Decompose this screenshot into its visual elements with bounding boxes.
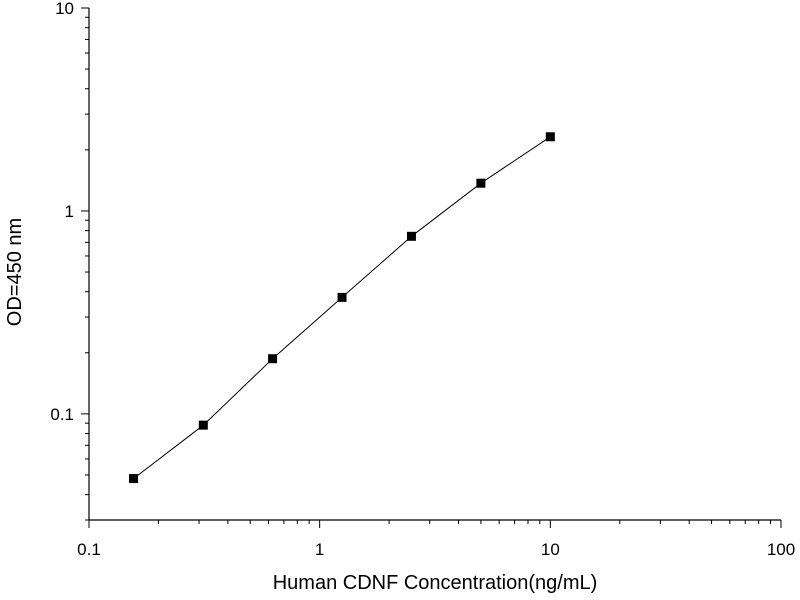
series-line-group (133, 136, 551, 479)
y-tick-label: 0.1 (50, 405, 74, 424)
data-point-marker (268, 354, 278, 364)
x-tick-label: 1 (315, 540, 324, 559)
x-tick-label: 10 (541, 540, 560, 559)
y-tick-label: 1 (65, 202, 74, 221)
x-axis-title: Human CDNF Concentration(ng/mL) (273, 572, 598, 594)
axis-ticks (81, 7, 782, 528)
data-point-marker (476, 178, 486, 188)
data-point-marker (129, 474, 139, 484)
data-point-marker (337, 292, 347, 302)
data-point-marker (545, 132, 555, 142)
x-tick-label: 0.1 (77, 540, 101, 559)
x-tick-label: 100 (767, 540, 795, 559)
y-axis-title: OD=450 nm (4, 218, 26, 326)
series-line (133, 136, 551, 479)
data-points (129, 132, 555, 484)
tick-labels: 0.1 1 10 100 0.1 1 10 (50, 0, 795, 559)
data-point-marker (198, 420, 208, 430)
plot-area (88, 8, 781, 521)
y-tick-label: 10 (55, 0, 74, 18)
data-point-marker (406, 231, 416, 241)
